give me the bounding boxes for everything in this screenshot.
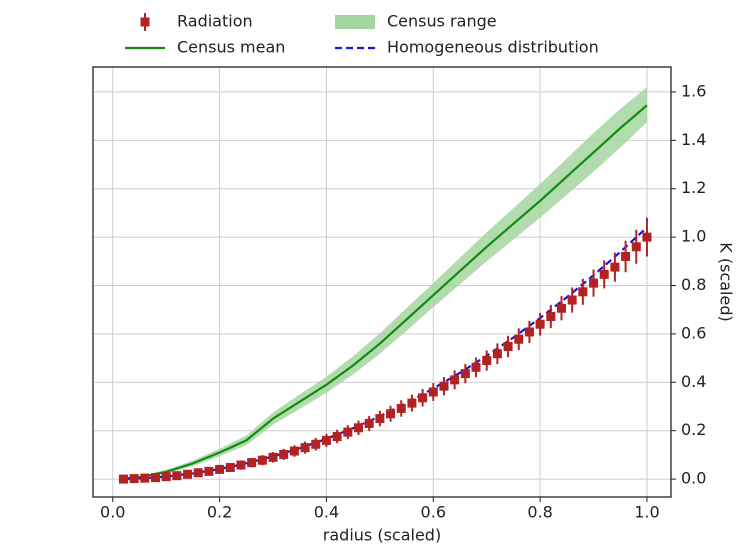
x-tick-label: 1.0 [634, 503, 659, 522]
radiation-point [428, 387, 438, 397]
radiation-point [556, 303, 566, 313]
y-tick-label: 0.0 [681, 469, 706, 488]
legend-label: Homogeneous distribution [387, 38, 599, 57]
legend-swatch [335, 15, 375, 29]
radiation-point [129, 474, 139, 484]
radiation-point [471, 362, 481, 372]
radiation-point [450, 375, 460, 385]
radiation-point [193, 468, 203, 478]
radiation-point [535, 319, 545, 329]
radiation-point [300, 443, 310, 453]
radiation-point [204, 466, 214, 476]
radiation-point [247, 458, 257, 468]
radiation-point [353, 423, 363, 433]
radiation-point [279, 449, 289, 459]
radiation-point [118, 474, 128, 484]
radiation-point [257, 455, 267, 465]
legend-label: Census range [387, 12, 497, 31]
x-tick-label: 0.8 [527, 503, 552, 522]
radiation-point [578, 287, 588, 297]
mean-line [123, 104, 648, 480]
radiation-point [332, 432, 342, 442]
radiation-point [183, 469, 193, 479]
y-tick-label: 0.6 [681, 323, 706, 342]
y-tick-label: 1.2 [681, 178, 706, 197]
x-tick-label: 0.0 [100, 503, 125, 522]
legend-label: Radiation [177, 12, 253, 31]
radiation-point [151, 473, 161, 483]
radiation-point [589, 278, 599, 288]
radiation-point [161, 472, 171, 482]
radiation-point [396, 403, 406, 413]
radiation-point [642, 232, 652, 242]
legend-swatch [140, 17, 150, 27]
radiation-point [386, 409, 396, 419]
census-band [123, 87, 647, 480]
radiation-point [311, 439, 321, 449]
radiation-point [140, 473, 150, 483]
radiation-point [610, 262, 620, 272]
radiation-point [364, 418, 374, 428]
plot-frame [92, 66, 672, 498]
x-tick-label: 0.4 [314, 503, 339, 522]
x-axis-label: radius (scaled) [323, 526, 441, 545]
y-tick-label: 1.6 [681, 81, 706, 100]
radiation-point [225, 462, 235, 472]
y-tick-label: 0.2 [681, 420, 706, 439]
radiation-point [482, 356, 492, 366]
radiation-point [236, 460, 246, 470]
radiation-point [503, 341, 513, 351]
radiation-point [215, 464, 225, 474]
y-axis-label: K (scaled) [717, 242, 736, 321]
radiation-point [418, 393, 428, 403]
radiation-point [599, 269, 609, 279]
radiation-point [375, 414, 385, 424]
y-tick-label: 1.0 [681, 227, 706, 246]
radiation-point [621, 251, 631, 261]
radiation-point [492, 349, 502, 359]
radiation-point [289, 446, 299, 456]
radiation-point [514, 334, 524, 344]
x-tick-label: 0.6 [421, 503, 446, 522]
radiation-point [439, 381, 449, 391]
radiation-point [460, 369, 470, 379]
homogeneous-line [123, 226, 648, 481]
radiation-point [524, 327, 534, 337]
radiation-point [268, 452, 278, 462]
radiation-point [407, 398, 417, 408]
y-tick-label: 1.4 [681, 130, 706, 149]
legend-label: Census mean [177, 38, 285, 57]
y-tick-label: 0.4 [681, 372, 706, 391]
y-tick-label: 0.8 [681, 275, 706, 294]
radiation-point [546, 311, 556, 321]
radiation-point [172, 471, 182, 481]
radiation-point [567, 295, 577, 305]
x-tick-label: 0.2 [207, 503, 232, 522]
radiation-point [343, 427, 353, 437]
radiation-point [321, 435, 331, 445]
radiation-point [631, 242, 641, 252]
